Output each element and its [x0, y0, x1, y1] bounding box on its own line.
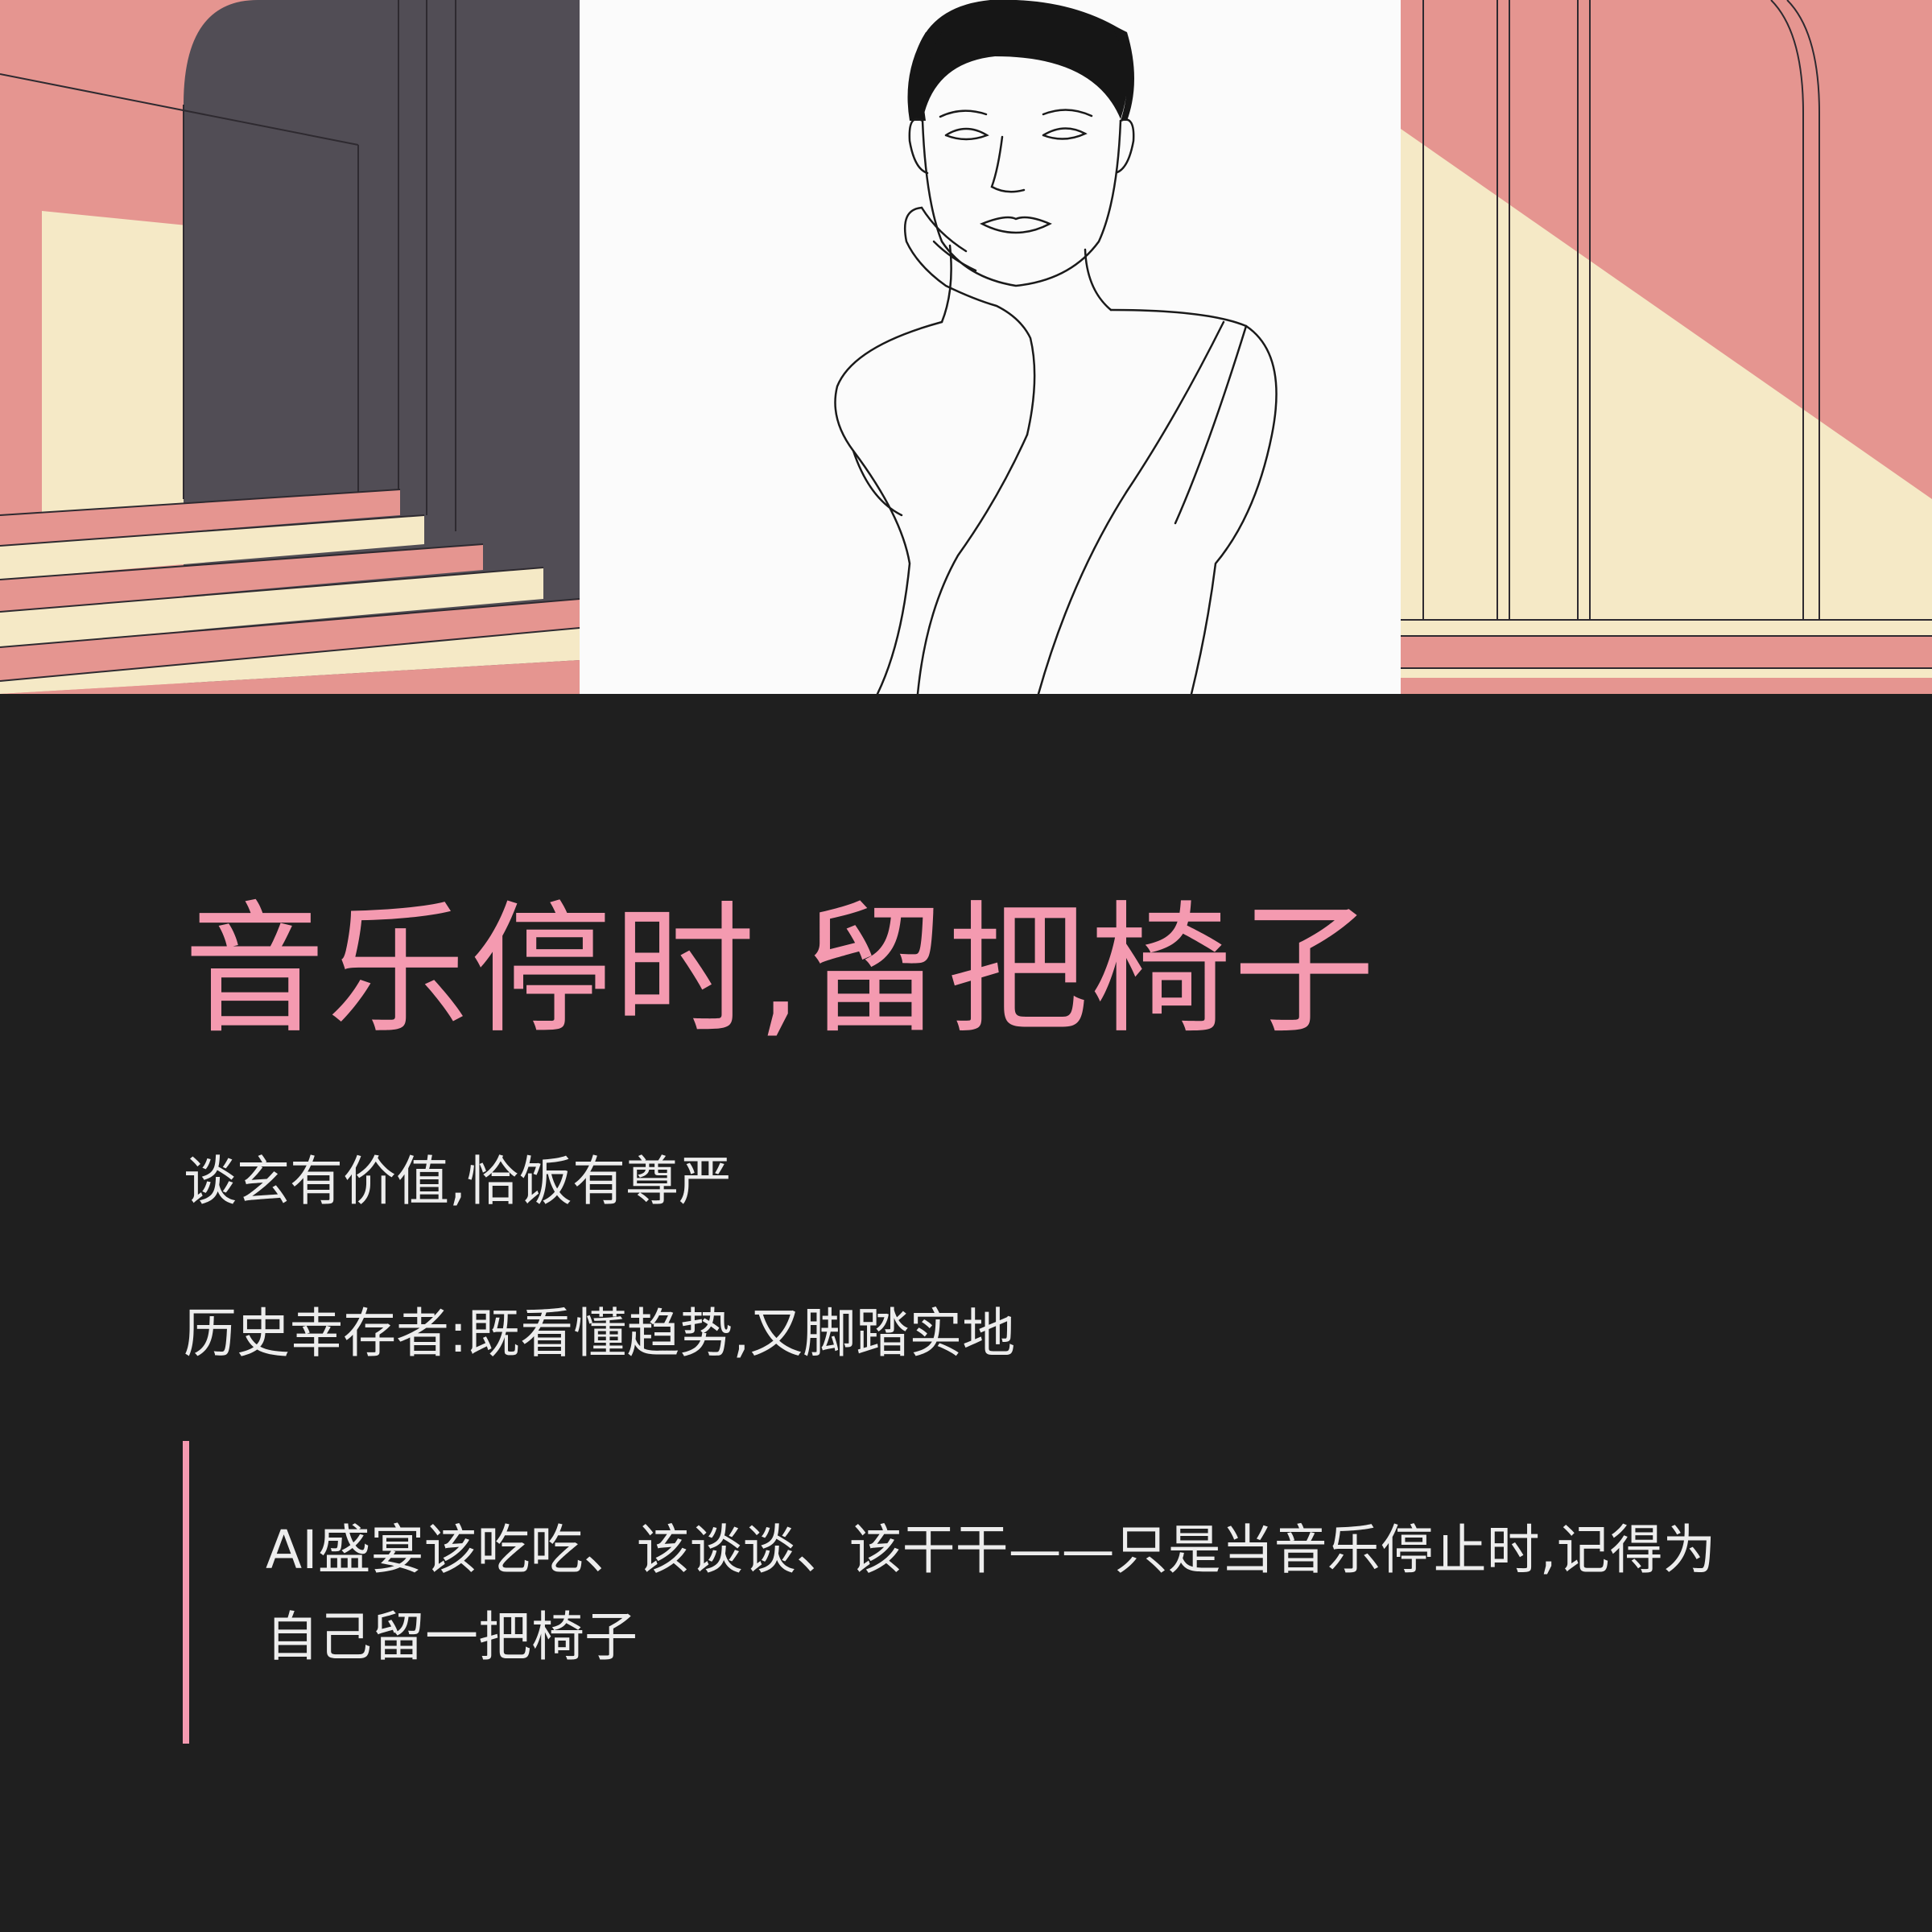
subtitle-line-2: 历史幸存者:既看懂趋势,又脚踏实地 [184, 1302, 1016, 1364]
subtitle-line-1: 谈玄有价值,恰饭有尊严 [184, 1150, 732, 1212]
quote-accent-bar [183, 1441, 189, 1744]
stairs-illustration [0, 0, 580, 694]
portrait-illustration [580, 0, 1401, 694]
hero-illustration-strip [0, 0, 1932, 694]
quote-text: AI盛宴该吃吃、该谈谈、该干干——只是当音乐停止时,记得为自己留一把椅子 [266, 1519, 1716, 1668]
page-title: 音乐停时,留把椅子 [184, 888, 1377, 1053]
columns-illustration [1401, 0, 1932, 694]
